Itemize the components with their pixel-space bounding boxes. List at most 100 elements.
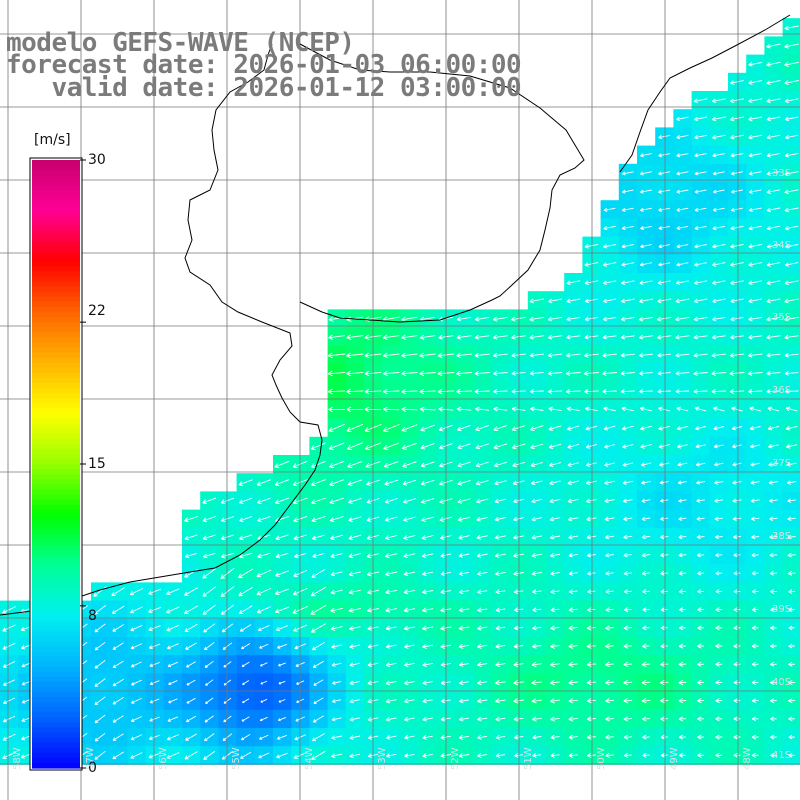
wind-arrow	[458, 643, 470, 649]
wind-arrow	[694, 134, 707, 140]
wind-arrow	[622, 480, 633, 485]
wind-arrow	[477, 607, 488, 613]
wind-arrow	[603, 225, 616, 231]
wind-arrow	[568, 698, 578, 704]
wind-arrow	[660, 498, 669, 503]
wind-arrow	[696, 498, 705, 503]
colorbar-tick-0: 0	[88, 760, 97, 776]
wind-arrow	[676, 225, 689, 231]
wind-arrow	[346, 406, 364, 413]
colorbar-step	[32, 195, 80, 202]
wind-arrow	[349, 680, 360, 686]
colorbar-step	[32, 317, 80, 323]
wind-arrow	[149, 680, 160, 686]
wind-arrow	[148, 625, 161, 632]
wind-arrow	[751, 607, 759, 613]
wind-arrow	[550, 625, 560, 631]
colorbar-step	[32, 681, 80, 688]
colorbar-step	[32, 175, 80, 181]
wind-arrow	[659, 462, 670, 467]
wind-arrow	[384, 516, 398, 522]
wind-arrow	[715, 716, 723, 722]
wind-arrow	[494, 534, 506, 540]
wind-arrow	[531, 516, 543, 522]
wind-arrow	[275, 552, 289, 559]
wind-arrow	[548, 462, 562, 468]
wind-arrow	[567, 425, 580, 431]
wind-arrow	[276, 752, 288, 759]
wind-arrow	[693, 316, 708, 322]
wind-arrow	[131, 679, 142, 686]
colorbar-step	[32, 261, 80, 267]
wind-arrow	[311, 750, 326, 760]
wind-arrow	[311, 642, 325, 651]
wind-arrow	[184, 751, 198, 760]
wind-arrow	[785, 406, 798, 412]
wind-arrow	[349, 735, 361, 740]
wind-arrow	[675, 280, 689, 285]
wind-arrow	[748, 61, 763, 67]
wind-arrow	[549, 480, 561, 486]
wind-arrow	[401, 334, 418, 340]
wind-arrow	[185, 642, 197, 650]
colorbar-step	[32, 752, 80, 759]
colorbar-step	[32, 428, 80, 435]
wind-arrow	[715, 589, 723, 594]
wind-arrow	[456, 352, 472, 358]
wind-arrow	[568, 643, 578, 649]
wind-arrow	[711, 334, 726, 340]
wind-arrow	[130, 606, 143, 614]
wind-arrow	[788, 679, 796, 686]
wind-arrow	[239, 497, 253, 504]
wind-arrow	[784, 98, 799, 104]
wind-arrow	[697, 607, 704, 613]
wind-arrow	[605, 589, 614, 594]
wind-arrow	[148, 734, 161, 741]
wind-arrow	[275, 570, 289, 577]
lat-label-40s: 40S	[772, 677, 792, 688]
wind-arrow	[697, 752, 705, 758]
wind-arrow	[2, 624, 16, 632]
valid-date: valid date: 2026-01-12 03:00:00	[6, 73, 522, 103]
wind-arrow	[568, 679, 578, 686]
wind-arrow	[639, 280, 653, 285]
colorbar-step	[32, 251, 80, 257]
wind-arrow	[185, 715, 197, 723]
wind-arrow	[93, 586, 107, 597]
wind-arrow	[788, 753, 795, 758]
colorbar-step	[32, 540, 80, 546]
wind-arrow	[257, 497, 271, 504]
wind-arrow	[605, 716, 614, 722]
wind-arrow	[531, 571, 542, 576]
wind-arrow	[586, 698, 596, 704]
wind-arrow	[474, 334, 490, 340]
wind-arrow	[277, 716, 287, 722]
wind-arrow	[402, 461, 417, 468]
wind-arrow	[477, 734, 488, 740]
lon-label-55w: 55W	[231, 747, 242, 770]
wind-arrow	[658, 425, 671, 431]
wind-arrow	[477, 680, 488, 686]
colorbar-step	[32, 560, 80, 566]
wind-arrow	[787, 480, 797, 485]
colorbar-gradient	[32, 160, 80, 769]
wind-arrow	[711, 98, 726, 104]
wind-arrow	[347, 460, 363, 468]
colorbar-step	[32, 403, 80, 409]
wind-arrow	[167, 661, 178, 668]
wind-arrow	[331, 644, 342, 649]
wind-arrow	[769, 698, 777, 704]
colorbar-step	[32, 256, 80, 262]
wind-arrow	[751, 643, 759, 649]
wind-arrow	[401, 370, 418, 377]
wind-arrow	[766, 352, 781, 358]
wind-arrow	[349, 717, 360, 722]
colorbar-step	[32, 727, 80, 734]
wind-arrow	[786, 462, 797, 467]
wind-arrow	[166, 606, 180, 614]
wind-arrow	[202, 552, 216, 559]
wind-arrow	[384, 479, 399, 486]
wind-arrow	[766, 171, 781, 176]
wind-arrow	[678, 734, 686, 740]
wind-arrow	[348, 497, 362, 504]
